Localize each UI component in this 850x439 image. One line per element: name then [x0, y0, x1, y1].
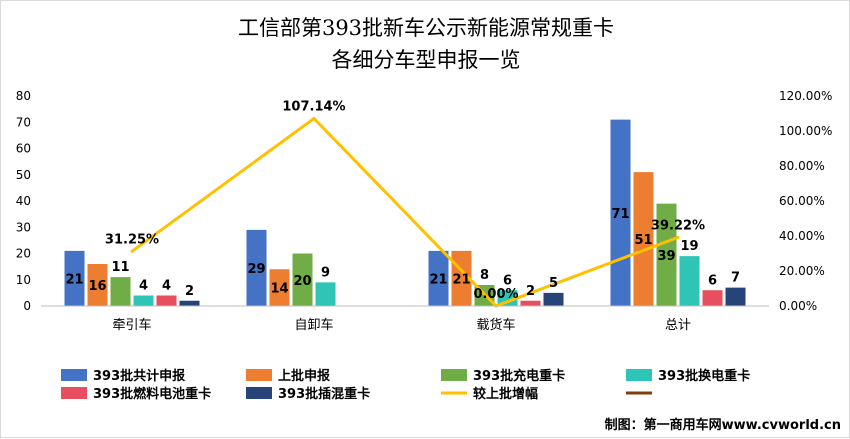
y-left-tick-label: 20 — [16, 247, 31, 261]
legend-swatch — [61, 369, 87, 381]
bar — [702, 290, 723, 306]
growth-data-label: 39.22% — [651, 218, 705, 233]
bar — [520, 300, 541, 306]
y-right-tick-label: 60.00% — [779, 194, 825, 208]
bar — [87, 264, 108, 306]
bar — [428, 250, 449, 306]
growth-data-label: 31.25% — [105, 232, 159, 247]
y-right-tick-label: 120.00% — [779, 89, 832, 103]
y-right-tick-label: 100.00% — [779, 124, 832, 138]
bar — [543, 292, 564, 306]
chart-title-line-1: 工信部第393批新车公示新能源常规重卡 — [238, 16, 614, 40]
bar-data-label: 16 — [88, 279, 106, 294]
bar — [110, 277, 131, 306]
bar — [633, 172, 654, 306]
x-category-label: 自卸车 — [294, 317, 333, 333]
bar-data-label: 14 — [270, 282, 288, 297]
bar-data-label: 7 — [731, 271, 740, 286]
bar-data-label: 6 — [708, 273, 717, 288]
x-category-label: 牵引车 — [112, 317, 151, 333]
chart-credit: 制图：第一商用车网www.cvworld.cn — [605, 417, 841, 433]
growth-point — [130, 249, 134, 253]
legend-label: 393批充电重卡 — [473, 368, 565, 384]
bar-data-label: 5 — [549, 276, 558, 291]
y-left-tick-label: 40 — [16, 194, 31, 208]
y-left-tick-label: 60 — [16, 142, 31, 156]
y-left-tick-label: 50 — [16, 168, 31, 182]
growth-point — [312, 117, 316, 121]
growth-data-label: 107.14% — [282, 100, 345, 115]
growth-point — [676, 235, 680, 239]
bar-data-label: 21 — [452, 272, 470, 287]
bar — [64, 250, 85, 306]
y-left-tick-label: 30 — [16, 220, 31, 234]
bar-data-label: 20 — [293, 274, 311, 289]
bar-data-label: 9 — [321, 265, 330, 280]
bar — [656, 203, 677, 306]
legend-label: 上批申报 — [278, 368, 331, 384]
y-right-tick-label: 80.00% — [779, 159, 825, 173]
bar — [315, 282, 336, 306]
bar-data-label: 2 — [526, 284, 535, 299]
legend-label: 393批插混重卡 — [278, 386, 370, 402]
bar — [179, 300, 200, 306]
growth-data-label: 0.00% — [473, 287, 518, 302]
bar — [133, 295, 154, 306]
bar-data-label: 6 — [503, 273, 512, 288]
legend-label: 393批共计申报 — [93, 368, 186, 384]
x-category-label: 总计 — [665, 318, 691, 333]
bar — [156, 295, 177, 306]
bar-data-label: 21 — [65, 272, 83, 287]
x-category-label: 载货车 — [476, 317, 515, 333]
bar-data-label: 2 — [185, 284, 194, 299]
y-right-tick-label: 20.00% — [779, 264, 825, 278]
bar — [292, 253, 313, 306]
bar-data-label: 29 — [247, 262, 265, 277]
bar-data-label: 8 — [480, 268, 489, 283]
chart-title-line-2: 各细分车型申报一览 — [332, 48, 521, 72]
bar — [246, 229, 267, 306]
y-left-tick-label: 10 — [16, 273, 31, 287]
bar-data-label: 19 — [680, 239, 698, 254]
legend-swatch — [246, 387, 272, 399]
legend-swatch — [626, 369, 652, 381]
legend-label: 393批换电重卡 — [658, 368, 750, 384]
bar-data-label: 4 — [162, 279, 171, 294]
y-left-tick-label: 70 — [16, 115, 31, 129]
bar-data-label: 11 — [111, 260, 129, 275]
legend-swatch — [61, 387, 87, 399]
y-right-tick-label: 40.00% — [779, 229, 825, 243]
bar-data-label: 39 — [657, 249, 675, 264]
bar — [679, 256, 700, 306]
y-left-tick-label: 0 — [23, 299, 31, 313]
y-right-tick-label: 0.00% — [779, 299, 817, 313]
bar-data-label: 21 — [429, 272, 447, 287]
y-left-tick-label: 80 — [16, 89, 31, 103]
bar-data-label: 51 — [634, 233, 652, 248]
legend-swatch — [246, 369, 272, 381]
legend-label: 393批燃料电池重卡 — [93, 386, 211, 402]
bar-data-label: 71 — [611, 207, 629, 222]
legend-label: 较上批增幅 — [473, 386, 538, 402]
bar-data-label: 4 — [139, 279, 148, 294]
bar — [269, 269, 290, 306]
growth-line — [131, 116, 679, 308]
bar — [725, 287, 746, 306]
legend-swatch — [441, 369, 467, 381]
